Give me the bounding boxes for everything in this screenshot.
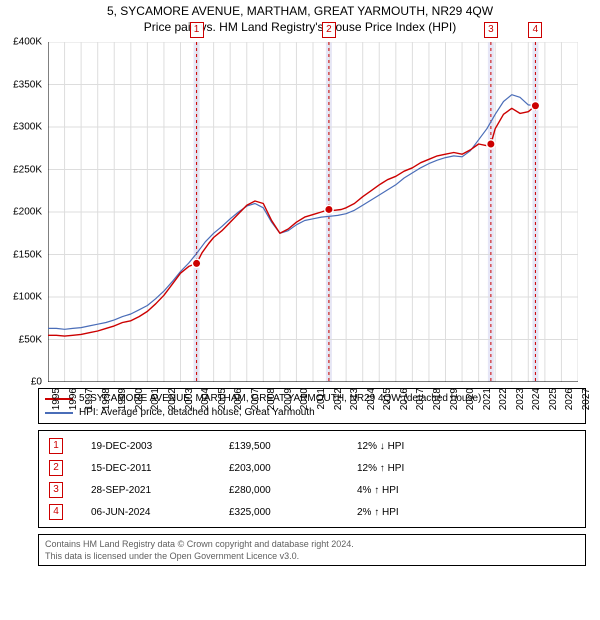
y-axis-label: £350K [13,79,42,90]
y-axis-label: £100K [13,292,42,303]
chart-title-address: 5, SYCAMORE AVENUE, MARTHAM, GREAT YARMO… [0,4,600,18]
y-axis-label: £300K [13,122,42,133]
page-root: 5, SYCAMORE AVENUE, MARTHAM, GREAT YARMO… [0,0,600,620]
event-marker-3: 3 [484,22,498,38]
legend-label-hpi: HPI: Average price, detached house, Grea… [79,406,315,420]
event-marker-4: 4 [528,22,542,38]
events-row: 4 06-JUN-2024£325,0002% ↑ HPI [45,501,579,523]
event-price: £280,000 [225,479,353,501]
event-marker-1: 1 [190,22,204,38]
x-axis-label: 1998 [101,388,112,410]
x-axis-label: 2007 [250,388,261,410]
x-axis-label: 1996 [68,388,79,410]
event-price: £203,000 [225,457,353,479]
x-axis-label: 2025 [548,388,559,410]
x-axis-label: 2019 [449,388,460,410]
x-axis-label: 1997 [84,388,95,410]
x-axis-label: 2002 [167,388,178,410]
event-date: 06-JUN-2024 [87,501,225,523]
y-axis-label: £0 [31,377,42,388]
event-index-box: 1 [49,438,63,454]
x-axis-label: 2024 [531,388,542,410]
x-axis-label: 2010 [299,388,310,410]
event-date: 28-SEP-2021 [87,479,225,501]
x-axis-label: 2005 [217,388,228,410]
events-row: 3 28-SEP-2021£280,0004% ↑ HPI [45,479,579,501]
x-axis-label: 2017 [415,388,426,410]
y-axis-label: £50K [19,334,42,345]
chart-subtitle: Price paid vs. HM Land Registry's House … [0,20,600,34]
x-axis-label: 2020 [465,388,476,410]
x-axis-label: 2018 [432,388,443,410]
events-row: 1 19-DEC-2003£139,50012% ↓ HPI [45,435,579,457]
event-price: £325,000 [225,501,353,523]
event-delta: 4% ↑ HPI [353,479,579,501]
y-axis-label: £250K [13,164,42,175]
footer-box: Contains HM Land Registry data © Crown c… [38,534,586,566]
x-axis-label: 2016 [399,388,410,410]
chart-svg [48,42,578,382]
event-price: £139,500 [225,435,353,457]
x-axis-label: 2027 [581,388,592,410]
x-axis-label: 2000 [134,388,145,410]
events-row: 2 15-DEC-2011£203,00012% ↑ HPI [45,457,579,479]
x-axis-label: 2021 [482,388,493,410]
x-axis-label: 2023 [515,388,526,410]
event-date: 19-DEC-2003 [87,435,225,457]
x-axis-label: 1999 [117,388,128,410]
y-axis-label: £150K [13,249,42,260]
event-delta: 12% ↓ HPI [353,435,579,457]
event-delta: 2% ↑ HPI [353,501,579,523]
x-axis-label: 2026 [564,388,575,410]
chart-area: £0£50K£100K£150K£200K£250K£300K£350K£400… [48,42,578,382]
x-axis-label: 2012 [333,388,344,410]
event-index-box: 4 [49,504,63,520]
x-axis-label: 2015 [382,388,393,410]
event-index-box: 2 [49,460,63,476]
footer-line2: This data is licensed under the Open Gov… [45,550,579,562]
x-axis-label: 2022 [498,388,509,410]
x-axis-label: 2003 [184,388,195,410]
x-axis-label: 2013 [349,388,360,410]
x-axis-label: 1995 [51,388,62,410]
x-axis-label: 2011 [316,388,327,410]
x-axis-label: 2006 [233,388,244,410]
x-axis-label: 2014 [366,388,377,410]
event-marker-2: 2 [322,22,336,38]
x-axis-label: 2008 [266,388,277,410]
event-delta: 12% ↑ HPI [353,457,579,479]
event-date: 15-DEC-2011 [87,457,225,479]
footer-line1: Contains HM Land Registry data © Crown c… [45,538,579,550]
x-axis-label: 2004 [200,388,211,410]
x-axis-label: 2009 [283,388,294,410]
legend-swatch-hpi [45,412,73,414]
chart-title-block: 5, SYCAMORE AVENUE, MARTHAM, GREAT YARMO… [0,0,600,34]
events-table-box: 1 19-DEC-2003£139,50012% ↓ HPI 2 15-DEC-201… [38,430,586,528]
events-table: 1 19-DEC-2003£139,50012% ↓ HPI 2 15-DEC-201… [45,435,579,523]
y-axis-label: £400K [13,37,42,48]
x-axis-label: 2001 [150,388,161,410]
y-axis-label: £200K [13,207,42,218]
event-index-box: 3 [49,482,63,498]
